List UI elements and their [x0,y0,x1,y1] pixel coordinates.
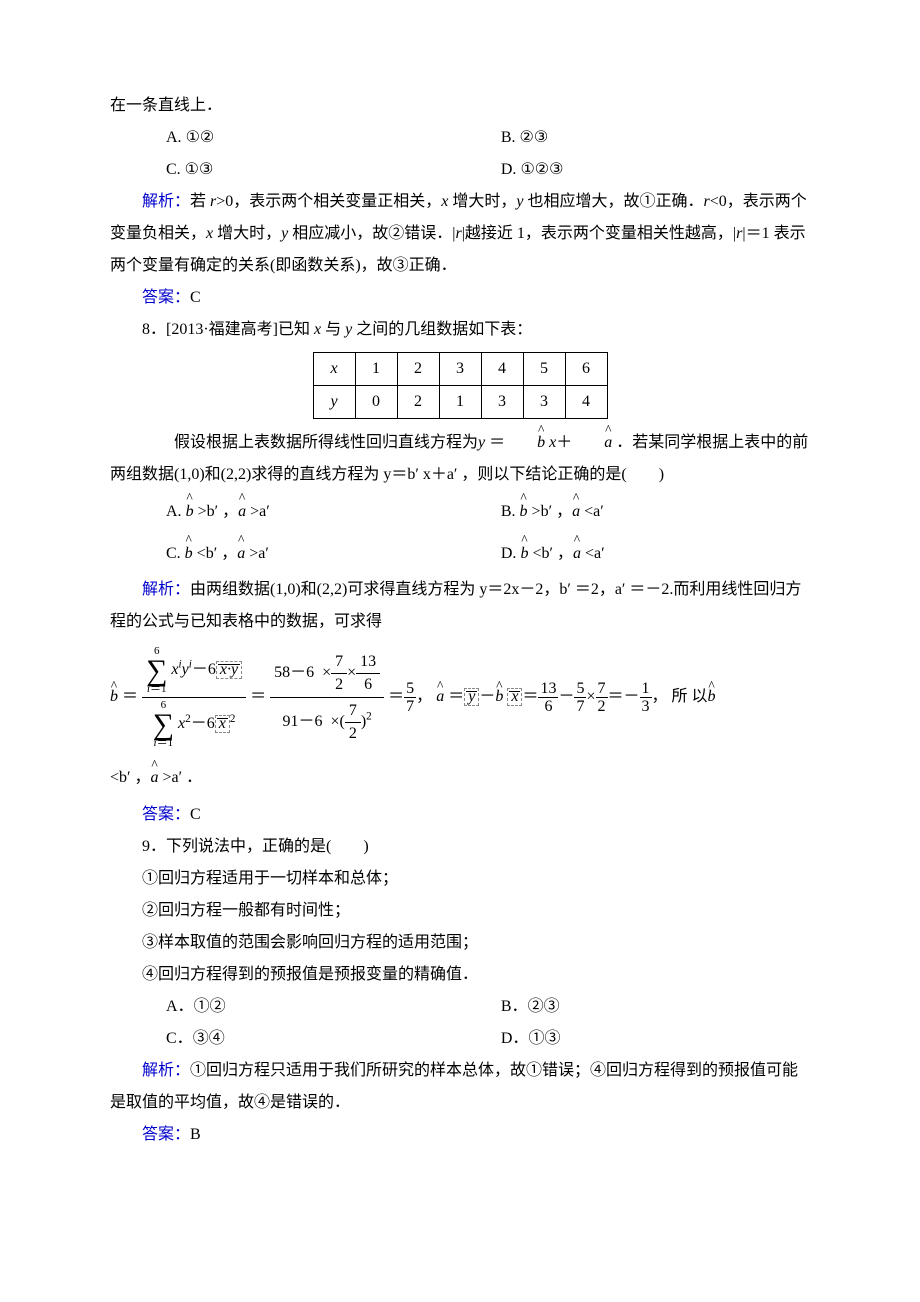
td-y4: 3 [481,386,523,419]
q8-conclusion: <b′ ，a >a′ ． [110,757,810,799]
q7-tail-line: 在一条直线上． [110,90,810,122]
q9-analysis: 解析：①回归方程只适用于我们所研究的样本总体，故①错误；④回归方程得到的预报值可… [110,1055,810,1119]
q7-options-row1: A. ①② B. ②③ [110,122,810,154]
q7-answer: 答案：C [110,282,810,314]
td-y3: 1 [439,386,481,419]
q9-opt-c: ③④ [193,1030,225,1047]
q9-stem: 9．下列说法中，正确的是( ) [110,831,810,863]
q8-answer: 答案：C [110,799,810,831]
q7-options-row2: C. ①③ D. ①②③ [110,154,810,186]
q8-analysis-intro: 解析：由两组数据(1,0)和(2,2)可求得直线方程为 y＝2x－2，b′ ＝2… [110,574,810,638]
analysis-label: 解析： [142,581,190,598]
q8-options-row2: C. b <b′ ，a >a′ D. b <b′ ，a <a′ [110,533,810,575]
answer-label: 答案： [142,1126,190,1143]
q8-answer-value: C [190,806,201,823]
td-y5: 3 [523,386,565,419]
q9-s4: ④回归方程得到的预报值是预报变量的精确值． [110,959,810,991]
q8-stem: 8．[2013·福建高考]已知 x 与 y 之间的几组数据如下表： [110,314,810,346]
q7-opt-c: ①③ [185,161,214,178]
q9-options-row2: C．③④ D．①③ [110,1023,810,1055]
q7-opt-b: ②③ [520,129,549,146]
q7-opt-a: ①② [186,129,215,146]
q8-data-table: x 1 2 3 4 5 6 y 0 2 1 3 3 4 [313,352,608,419]
q7-analysis: 解析：若 r>0，表示两个相关变量正相关，x 增大时，y 也相应增大，故①正确．… [110,186,810,282]
td-x6: 6 [565,353,607,386]
q8-mid: 假设根据上表数据所得线性回归直线方程为y ＝b x＋a ．若某同学根据上表中的前… [110,427,810,491]
q9-opt-b: ②③ [528,998,560,1015]
q8-analysis-text: 由两组数据(1,0)和(2,2)可求得直线方程为 y＝2x－2，b′ ＝2，a′… [110,581,801,630]
q7-answer-value: C [190,289,201,306]
th-y: y [313,386,355,419]
q9-answer: 答案：B [110,1119,810,1151]
answer-label: 答案： [142,806,190,823]
td-x4: 4 [481,353,523,386]
q9-analysis-text: ①回归方程只适用于我们所研究的样本总体，故①错误；④回归方程得到的预报值可能是取… [110,1062,798,1111]
analysis-label: 解析： [142,1062,190,1079]
q7-analysis-text: 若 r>0，表示两个相关变量正相关，x 增大时，y 也相应增大，故①正确．r<0… [110,193,807,274]
td-y2: 2 [397,386,439,419]
q9-s2: ②回归方程一般都有时间性； [110,895,810,927]
analysis-label: 解析： [142,193,190,210]
td-x1: 1 [355,353,397,386]
q9-opt-a: ①② [194,998,226,1015]
answer-label: 答案： [142,289,190,306]
td-y6: 4 [565,386,607,419]
q9-answer-value: B [190,1126,201,1143]
q9-opt-d: ①③ [528,1030,560,1047]
td-x5: 5 [523,353,565,386]
q9-options-row1: A．①② B．②③ [110,991,810,1023]
q9-s3: ③样本取值的范围会影响回归方程的适用范围； [110,927,810,959]
th-x: x [313,353,355,386]
td-y1: 0 [355,386,397,419]
td-x3: 3 [439,353,481,386]
q8-options-row1: A. b >b′ ，a >a′ B. b >b′ ，a <a′ [110,491,810,533]
q7-opt-d: ①②③ [520,161,563,178]
td-x2: 2 [397,353,439,386]
q9-s1: ①回归方程适用于一切样本和总体； [110,863,810,895]
q8-formula: b ＝ 6∑i＝1 xiyi－6x·y 6∑i＝1 x2－6x2 ＝ 58－6 … [110,644,810,751]
